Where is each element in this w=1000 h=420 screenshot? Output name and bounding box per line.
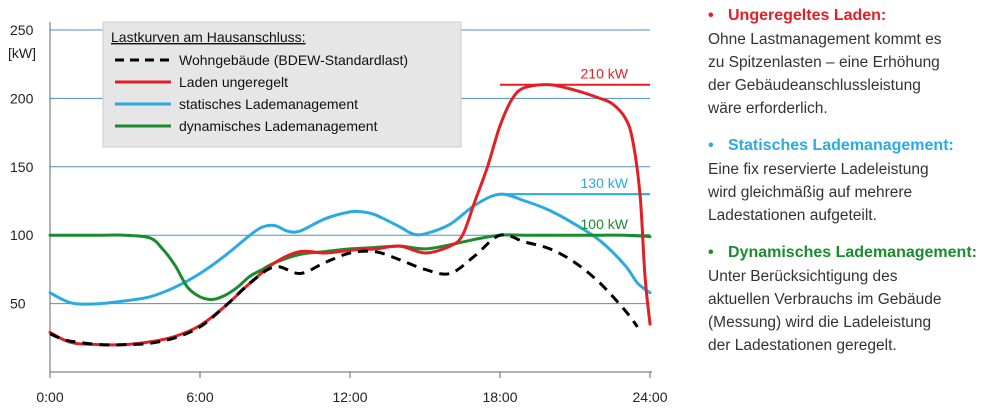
bullet: • xyxy=(708,7,714,24)
axes xyxy=(49,22,652,378)
body-line: Ohne Lastmanagement kommt es xyxy=(708,31,942,48)
section-body: Eine fix reservierte Ladeleistung wird g… xyxy=(708,158,998,227)
series-lines xyxy=(48,83,652,347)
reference-lines xyxy=(500,83,650,237)
legend: Lastkurven am Hausanschluss: Wohngebäude … xyxy=(102,21,462,148)
series-line-2 xyxy=(48,192,652,306)
section-static: • Statisches Lademanagement: Eine fix res… xyxy=(708,134,998,227)
y-axis-label: [kW] xyxy=(8,45,36,61)
x-tick-label: 0:00 xyxy=(36,389,63,405)
body-line: der Ladestationen geregelt. xyxy=(708,337,897,354)
legend-title: Lastkurven am Hausanschluss: xyxy=(111,29,306,45)
section-dynamic: • Dynamisches Lademanagement: Unter Berüc… xyxy=(708,241,998,357)
legend-label: Wohngebäude (BDEW-Standardlast) xyxy=(179,52,408,68)
heading-text: Ungeregeltes Laden: xyxy=(728,7,887,24)
value-annotation: 100 kW xyxy=(581,216,629,232)
body-line: Unter Berücksichtigung des xyxy=(708,268,898,285)
y-tick-label: 150 xyxy=(10,159,34,175)
body-line: (Messung) wird die Ladeleistung xyxy=(708,314,932,331)
section-heading: • Statisches Lademanagement: xyxy=(708,134,998,158)
section-uncontrolled: • Ungeregeltes Laden: Ohne Lastmanagement… xyxy=(708,4,998,120)
body-line: wird gleichmäßig auf mehrere xyxy=(708,184,913,201)
series-line-3 xyxy=(48,233,652,302)
body-line: Eine fix reservierte Ladeleistung xyxy=(708,161,929,178)
x-tick-label: 12:00 xyxy=(332,389,367,405)
y-tick-label: 200 xyxy=(10,90,34,106)
value-annotation: 210 kW xyxy=(581,66,629,82)
x-tick-label: 24:00 xyxy=(632,389,667,405)
value-annotation: 130 kW xyxy=(581,175,629,191)
section-heading: • Ungeregeltes Laden: xyxy=(708,4,998,28)
body-line: aktuellen Verbrauchs im Gebäude xyxy=(708,291,942,308)
bullet: • xyxy=(708,244,714,261)
body-line: der Gebäudeanschlussleistung xyxy=(708,77,921,94)
bullet: • xyxy=(708,137,714,154)
body-line: Ladestationen aufgeteilt. xyxy=(708,207,877,224)
y-tick-label: 50 xyxy=(10,296,26,312)
body-line: zu Spitzenlasten – eine Erhöhung xyxy=(708,54,940,71)
section-heading: • Dynamisches Lademanagement: xyxy=(708,241,998,265)
heading-text: Statisches Lademanagement: xyxy=(728,137,954,154)
section-body: Unter Berücksichtigung des aktuellen Ver… xyxy=(708,265,998,357)
value-annotations: 210 kW 130 kW 100 kW xyxy=(581,66,629,232)
section-body: Ohne Lastmanagement kommt es zu Spitzenl… xyxy=(708,28,998,120)
legend-label: dynamisches Lademanagement xyxy=(179,118,378,134)
legend-label: statisches Lademanagement xyxy=(179,96,358,112)
legend-label: Laden ungeregelt xyxy=(179,74,288,90)
series-line-0 xyxy=(49,233,639,347)
load-curve-chart: 50 100 150 200 250 [kW] 0:00 6:00 12:00 18:00 24:0… xyxy=(8,21,668,405)
x-tick-label: 18:00 xyxy=(482,389,517,405)
y-tick-label: 250 xyxy=(10,22,34,38)
y-tick-label: 100 xyxy=(10,227,34,243)
heading-text: Dynamisches Lademanagement: xyxy=(728,244,977,261)
x-tick-label: 6:00 xyxy=(186,389,213,405)
explanation-panel: • Ungeregeltes Laden: Ohne Lastmanagement… xyxy=(708,4,998,371)
body-line: wäre erforderlich. xyxy=(708,100,828,117)
tick-labels: 50 100 150 200 250 [kW] 0:00 6:00 12:00 18:00 24:0… xyxy=(8,22,668,405)
